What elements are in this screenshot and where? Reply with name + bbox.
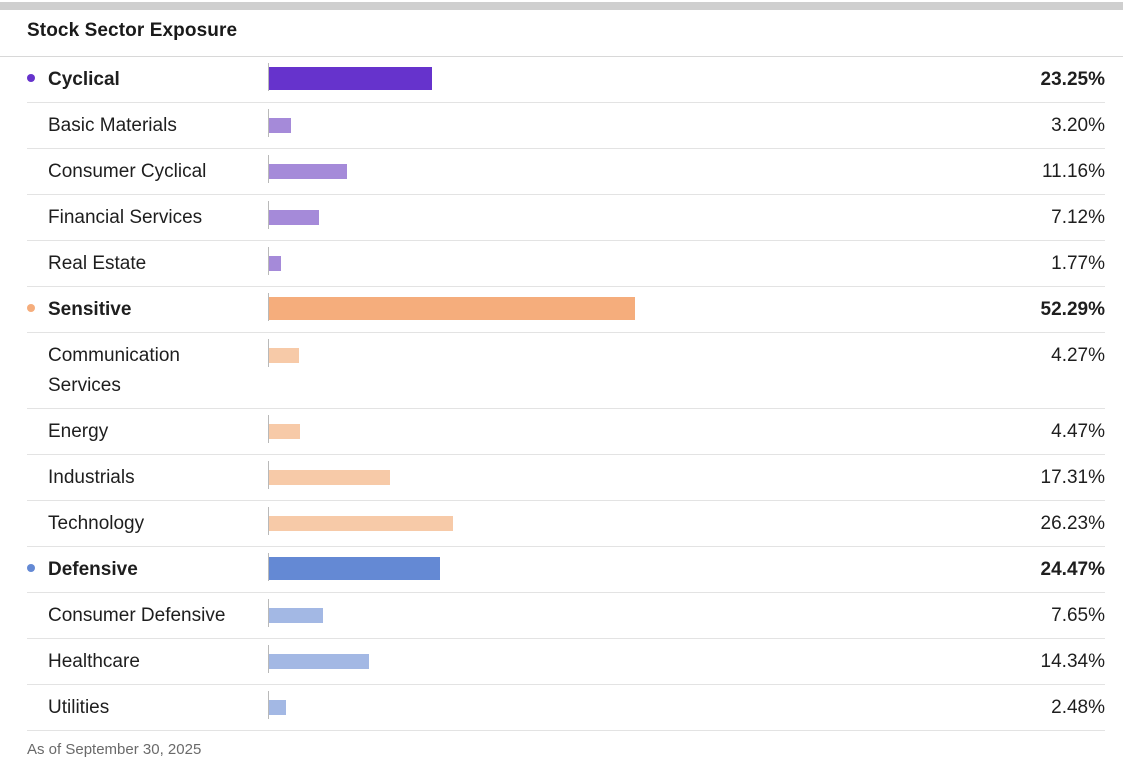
sector-label: Basic Materials bbox=[48, 115, 177, 136]
sector-label: Consumer Defensive bbox=[48, 605, 226, 626]
sector-value: 52.29% bbox=[1040, 299, 1105, 320]
bar-baseline bbox=[268, 339, 269, 367]
top-border bbox=[0, 2, 1123, 10]
sector-value: 4.27% bbox=[1051, 345, 1105, 366]
sector-row: Utilities 2.48% bbox=[0, 685, 1105, 731]
sector-value: 26.23% bbox=[1040, 513, 1105, 534]
bar-baseline bbox=[268, 155, 269, 183]
group-color-dot bbox=[27, 564, 35, 572]
group-color-dot bbox=[27, 304, 35, 312]
sector-row: Industrials 17.31% bbox=[0, 455, 1105, 501]
exposure-bar bbox=[269, 67, 432, 90]
exposure-bar bbox=[269, 118, 292, 133]
sector-value: 14.34% bbox=[1040, 651, 1105, 672]
sector-value: 11.16% bbox=[1041, 161, 1105, 182]
bar-baseline bbox=[268, 247, 269, 275]
sector-row: Communication Services 4.27% bbox=[0, 333, 1105, 409]
sector-label: Cyclical bbox=[48, 69, 120, 90]
sector-row: Real Estate 1.77% bbox=[0, 241, 1105, 287]
sector-group-row: Cyclical 23.25% bbox=[0, 57, 1105, 103]
bar-baseline bbox=[268, 109, 269, 137]
exposure-bar bbox=[269, 348, 299, 363]
exposure-bar bbox=[269, 700, 287, 715]
sector-value: 4.47% bbox=[1051, 421, 1105, 442]
sector-label: Real Estate bbox=[48, 253, 147, 274]
exposure-bar bbox=[269, 424, 301, 439]
sector-label: Utilities bbox=[48, 697, 110, 718]
sector-label: Defensive bbox=[48, 559, 138, 580]
exposure-bar bbox=[269, 297, 636, 320]
sector-value: 23.25% bbox=[1040, 69, 1105, 90]
sector-label: Technology bbox=[48, 513, 145, 534]
sector-label: Healthcare bbox=[48, 651, 140, 672]
sector-value: 7.12% bbox=[1051, 207, 1105, 228]
sector-value: 7.65% bbox=[1051, 605, 1105, 626]
as-of-date: As of September 30, 2025 bbox=[27, 741, 202, 758]
bar-baseline bbox=[268, 507, 269, 535]
sector-row: Consumer Defensive 7.65% bbox=[0, 593, 1105, 639]
bar-baseline bbox=[268, 201, 269, 229]
sector-exposure-chart: Cyclical 23.25% Basic Materials 3.20% Consum… bbox=[0, 57, 1123, 731]
sector-group-row: Defensive 24.47% bbox=[0, 547, 1105, 593]
chart-title: Stock Sector Exposure bbox=[27, 20, 238, 41]
exposure-bar bbox=[269, 654, 370, 669]
exposure-bar bbox=[269, 210, 319, 225]
group-color-dot bbox=[27, 74, 35, 82]
exposure-bar bbox=[269, 470, 391, 485]
sector-group-row: Sensitive 52.29% bbox=[0, 287, 1105, 333]
sector-label: Industrials bbox=[48, 467, 135, 488]
sector-value: 2.48% bbox=[1051, 697, 1105, 718]
bar-baseline bbox=[268, 461, 269, 489]
sector-value: 3.20% bbox=[1051, 115, 1105, 136]
sector-row: Consumer Cyclical 11.16% bbox=[0, 149, 1105, 195]
bar-baseline bbox=[268, 63, 269, 91]
sector-row: Financial Services 7.12% bbox=[0, 195, 1105, 241]
sector-value: 1.77% bbox=[1051, 253, 1105, 274]
bar-baseline bbox=[268, 553, 269, 581]
bar-baseline bbox=[268, 415, 269, 443]
exposure-bar bbox=[269, 557, 441, 580]
exposure-bar bbox=[269, 164, 348, 179]
title-divider bbox=[0, 56, 1123, 57]
sector-value: 17.31% bbox=[1040, 467, 1105, 488]
sector-label: Communication Services bbox=[48, 345, 180, 396]
sector-row: Technology 26.23% bbox=[0, 501, 1105, 547]
sector-label: Consumer Cyclical bbox=[48, 161, 207, 182]
exposure-bar bbox=[269, 608, 323, 623]
exposure-bar bbox=[269, 516, 453, 531]
sector-row: Healthcare 14.34% bbox=[0, 639, 1105, 685]
sector-label: Sensitive bbox=[48, 299, 132, 320]
sector-label: Financial Services bbox=[48, 207, 203, 228]
sector-label: Energy bbox=[48, 421, 109, 442]
bar-baseline bbox=[268, 293, 269, 321]
sector-value: 24.47% bbox=[1040, 559, 1105, 580]
bar-baseline bbox=[268, 691, 269, 719]
sector-row: Basic Materials 3.20% bbox=[0, 103, 1105, 149]
exposure-bar bbox=[269, 256, 282, 271]
sector-row: Energy 4.47% bbox=[0, 409, 1105, 455]
bar-baseline bbox=[268, 599, 269, 627]
bar-baseline bbox=[268, 645, 269, 673]
